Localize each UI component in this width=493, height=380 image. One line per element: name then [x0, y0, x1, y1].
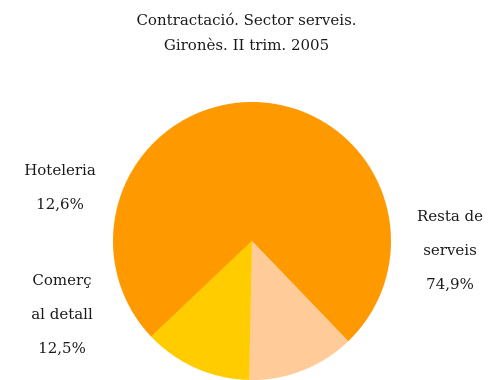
chart-title: Contractació. Sector serveis. — [136, 11, 357, 29]
slice-label-resta-de-serveis: Resta de serveis 74,9% — [404, 199, 493, 301]
chart-subtitle: Gironès. II trim. 2005 — [163, 36, 330, 54]
slice-label-comerc-al-detall: Comerç al detall 12,5% — [16, 263, 108, 365]
chart-title-block: Contractació. Sector serveis. Gironès. I… — [0, 8, 493, 58]
slice-name-line-1: Resta de — [416, 207, 484, 225]
pie-slice-comer-al-detall — [249, 241, 349, 380]
slice-name-line-1: Comerç — [32, 271, 92, 289]
slice-value-label: 12,5% — [38, 339, 86, 357]
slice-name-line-2: al detall — [31, 305, 93, 323]
slice-name-line-1: Hoteleria — [24, 161, 96, 179]
slice-name-line-2: serveis — [423, 241, 477, 259]
pie-slice-resta-de-serveis — [112, 101, 391, 342]
slice-value-label: 74,9% — [426, 275, 474, 293]
pie-slice-hoteleria — [151, 241, 252, 380]
slice-label-hoteleria: Hoteleria 12,6% — [14, 153, 106, 221]
slice-value-label: 12,6% — [36, 195, 84, 213]
